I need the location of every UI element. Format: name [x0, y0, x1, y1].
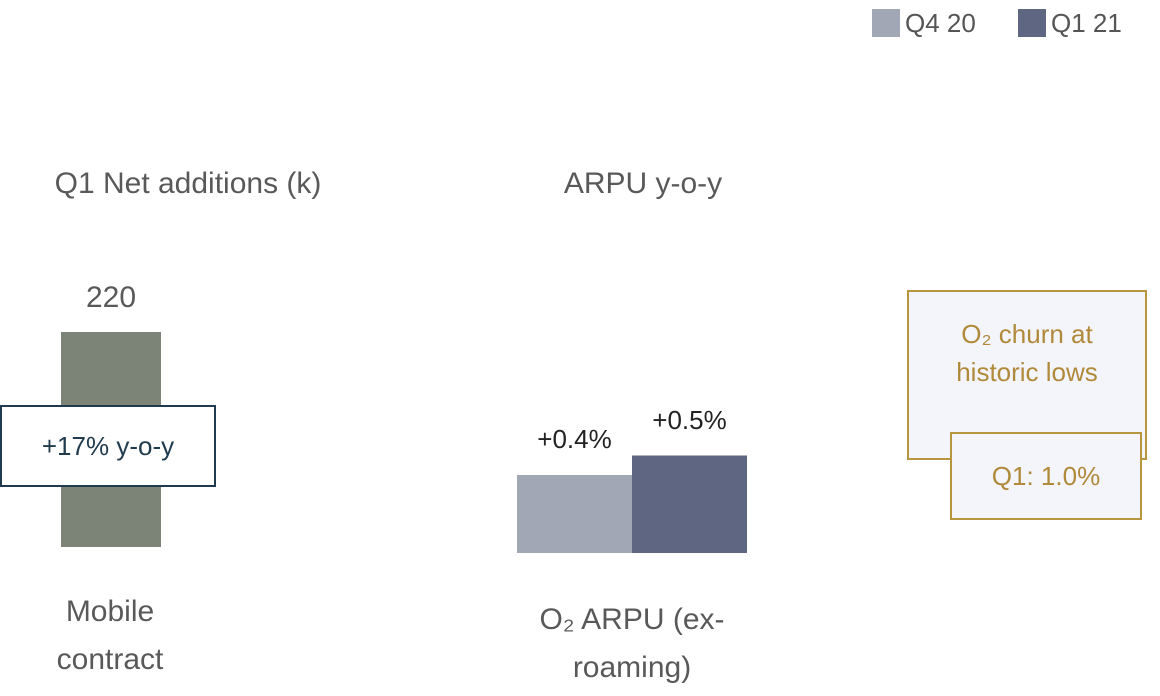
- callout-detail: Q1: 1.0%: [950, 432, 1142, 520]
- bar: [517, 475, 632, 553]
- category-label: Mobile contract: [56, 595, 164, 676]
- value-label: +0.5%: [652, 404, 727, 435]
- callout-box: O₂ churn at historic lows: [907, 290, 1147, 460]
- callout-text: O₂ churn at historic lows: [956, 319, 1098, 387]
- value-label: 220: [85, 281, 137, 314]
- legend-label: Q1 21: [1051, 8, 1122, 38]
- legend-swatch: [872, 9, 900, 37]
- bar: [632, 455, 747, 553]
- value-label: +0.4%: [537, 424, 612, 454]
- legend-swatch: [1018, 9, 1046, 37]
- legend-label: Q4 20: [905, 8, 976, 38]
- annotation: +17% y-o-y: [0, 405, 216, 487]
- category-label: O₂ ARPU (ex-roaming): [539, 603, 725, 684]
- chart-title: Q1 Net additions (k): [54, 167, 322, 200]
- chart-title: ARPU y-o-y: [563, 167, 723, 200]
